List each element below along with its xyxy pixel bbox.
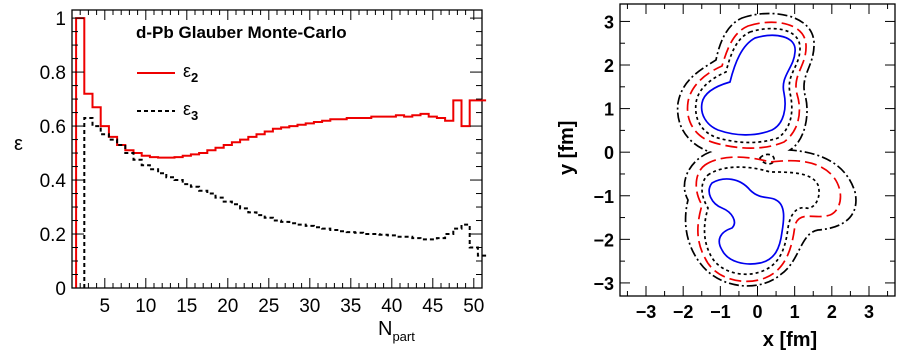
contour-blue-solid-lower — [708, 178, 785, 265]
right-x-axis-label: x [fm] — [763, 329, 817, 351]
x-tick-label: 20 — [217, 296, 238, 317]
right-y-ticks: −3 −2 −1 0 1 2 3 — [593, 12, 895, 294]
ry-tick-label: −3 — [593, 274, 614, 294]
ry-tick-label: 2 — [604, 56, 614, 76]
contour-outer-dashdot — [676, 12, 857, 287]
ry-tick-label: −2 — [593, 230, 614, 250]
x-tick-label: 45 — [422, 296, 443, 317]
right-plot-frame — [619, 3, 896, 297]
x-tick-label: 15 — [176, 296, 197, 317]
legend-label-eps2: ε2 — [183, 61, 198, 85]
ry-tick-label: −1 — [593, 187, 614, 207]
legend: ε2 ε3 — [137, 61, 198, 123]
x-tick-label: 10 — [135, 296, 156, 317]
series-line-eps3 — [83, 117, 487, 288]
x-tick-label: 30 — [299, 296, 320, 317]
left-y-axis-label: ε — [14, 133, 23, 155]
x-tick-label: 25 — [258, 296, 279, 317]
rx-tick-label: −1 — [710, 302, 731, 322]
contour-outer-dashdot-mid-loop — [759, 153, 775, 165]
left-y-ticks: 0 0.2 0.4 0.6 0.8 1 — [40, 9, 482, 300]
ry-tick-label: 3 — [604, 12, 614, 32]
chart-title: d-Pb Glauber Monte-Carlo — [136, 23, 347, 42]
contour-red-dashed-lower — [695, 156, 842, 283]
left-chart: 5 10 15 20 25 30 35 40 45 50 0 0.2 0.4 0.6 0.8 1 d-Pb … — [14, 9, 487, 344]
rx-tick-label: −3 — [636, 302, 657, 322]
y-tick-label: 0.2 — [40, 225, 66, 246]
left-x-ticks: 5 10 15 20 25 30 35 40 45 50 — [71, 10, 484, 317]
left-x-axis-label: Npart — [378, 318, 415, 344]
rx-tick-label: 3 — [864, 302, 874, 322]
contour-black-dotted-upper — [694, 27, 801, 144]
rx-tick-label: −2 — [673, 302, 694, 322]
y-tick-label: 0.6 — [40, 117, 66, 138]
x-tick-label: 5 — [100, 296, 111, 317]
contour-blue-solid-upper — [700, 34, 796, 136]
y-tick-label: 0 — [55, 279, 66, 300]
series-line-eps2 — [75, 17, 487, 288]
right-chart: −3 −2 −1 0 1 2 3 −3 −2 −1 0 1 2 3 y [fm] x [fm] — [556, 3, 896, 351]
rx-tick-label: 2 — [827, 302, 837, 322]
left-series-group — [75, 17, 487, 288]
left-plot-frame — [71, 9, 483, 289]
contour-red-dashed-upper — [686, 21, 807, 149]
y-tick-label: 0.8 — [40, 63, 66, 84]
right-x-ticks: −3 −2 −1 0 1 2 3 — [626, 4, 889, 322]
ry-tick-label: 1 — [604, 100, 614, 120]
y-tick-label: 0.4 — [40, 171, 67, 192]
x-tick-label: 35 — [340, 296, 361, 317]
y-tick-label: 1 — [55, 9, 66, 30]
rx-tick-label: 1 — [790, 302, 800, 322]
rx-tick-label: 0 — [752, 302, 762, 322]
legend-label-eps3: ε3 — [183, 99, 198, 123]
x-tick-label: 40 — [381, 296, 402, 317]
contour-group — [676, 12, 857, 287]
right-y-axis-label: y [fm] — [556, 121, 578, 175]
x-tick-label: 50 — [463, 296, 484, 317]
ry-tick-label: 0 — [604, 143, 614, 163]
contour-black-dotted-lower — [701, 166, 820, 276]
